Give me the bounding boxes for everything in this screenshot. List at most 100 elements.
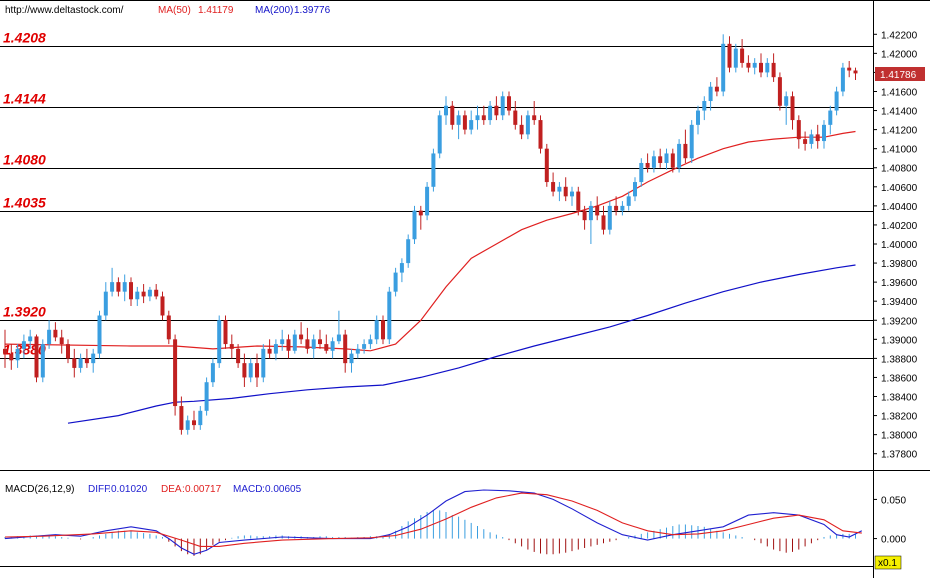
candle-body-82 (519, 124, 524, 135)
macd-lines (4, 489, 863, 555)
candle-body-55 (349, 353, 354, 364)
ma50-series (4, 130, 856, 352)
candle-body-50 (318, 339, 322, 345)
candle-body-97 (614, 205, 619, 211)
scale-badge-label: x0.1 (878, 558, 897, 569)
candle-body-33 (210, 363, 215, 383)
candle-body-41 (261, 348, 266, 378)
price-axis-label-17: 1.38800 (881, 354, 918, 365)
candle-body-77 (488, 105, 493, 121)
candle-body-96 (607, 205, 612, 230)
current-price-badge (875, 67, 925, 81)
candle-body-98 (620, 205, 625, 211)
price-axis-label-21: 1.38000 (881, 431, 918, 442)
macd-axis: 0.050 0.000 (873, 495, 906, 546)
ma50-value: 1.41179 (198, 5, 234, 16)
ma50-line (4, 130, 856, 352)
candle-body-23 (147, 289, 152, 297)
candle-body-75 (475, 115, 480, 121)
price-axis: 1.422001.420001.418001.416001.414001.412… (873, 30, 918, 461)
candle-body-16 (103, 291, 108, 316)
ma200-label: MA(200) (255, 5, 293, 16)
candle-body-120 (759, 62, 763, 73)
candle-body-116 (733, 48, 738, 68)
candle-body-1 (9, 353, 14, 361)
candle-body-24 (154, 289, 159, 297)
candle-body-132 (834, 91, 839, 111)
candle-body-115 (727, 43, 732, 68)
candle-body-42 (267, 348, 272, 354)
candle-body-19 (122, 282, 127, 292)
price-axis-label-10: 1.40200 (881, 221, 918, 232)
candle-body-95 (601, 215, 606, 230)
ma200-line (67, 264, 856, 424)
price-axis-label-1: 1.42000 (881, 49, 918, 60)
candle-body-52 (330, 341, 335, 351)
candle-body-3 (21, 341, 26, 349)
candle-body-25 (160, 296, 165, 316)
level-label-0: 1.4208 (3, 30, 46, 46)
candle-body-108 (683, 143, 688, 159)
candle-body-48 (305, 339, 310, 349)
candle-body-7 (47, 329, 52, 345)
candle-body-17 (110, 282, 115, 292)
candle-body-71 (450, 105, 455, 125)
candle-body-47 (299, 334, 304, 340)
candle-body-63 (399, 263, 404, 273)
price-axis-label-9: 1.40400 (881, 202, 918, 213)
candle-body-22 (141, 291, 146, 297)
price-axis-label-15: 1.39200 (881, 316, 918, 327)
candle-body-134 (847, 67, 852, 71)
candle-body-45 (286, 339, 291, 351)
candle-body-87 (551, 182, 556, 192)
candle-body-102 (645, 162, 650, 168)
candle-body-36 (229, 344, 234, 349)
candle-body-99 (626, 196, 631, 206)
candle-body-31 (198, 410, 203, 426)
candle-body-110 (696, 110, 700, 125)
candle-body-46 (292, 334, 297, 351)
price-axis-label-4: 1.41400 (881, 107, 918, 118)
candle-body-73 (462, 115, 467, 130)
current-price-label: 1.41786 (880, 70, 917, 81)
candle-body-107 (677, 143, 682, 168)
candle-body-8 (53, 329, 58, 338)
macd-title: MACD(26,12,9) (5, 484, 74, 495)
level-label-2: 1.4080 (3, 152, 46, 168)
macd-hist-label: MACD (233, 484, 262, 495)
candle-body-11 (72, 358, 77, 368)
candle-body-80 (507, 96, 511, 111)
candle-body-49 (311, 339, 316, 349)
price-axis-label-0: 1.42200 (881, 30, 918, 41)
candle-body-64 (406, 239, 411, 264)
candle-body-91 (576, 191, 581, 211)
price-axis-label-3: 1.41600 (881, 87, 918, 98)
candle-body-30 (192, 420, 196, 426)
candle-body-38 (242, 363, 247, 378)
candle-body-34 (217, 320, 222, 364)
price-axis-label-19: 1.38400 (881, 393, 918, 404)
candle-body-88 (557, 186, 562, 192)
candle-body-66 (418, 210, 423, 216)
candle-body-84 (532, 115, 537, 121)
candlesticks (3, 34, 858, 435)
candle-body-100 (633, 182, 637, 197)
candle-body-72 (456, 115, 461, 125)
price-axis-label-5: 1.41200 (881, 126, 918, 137)
candle-body-43 (273, 344, 278, 354)
candle-body-5 (34, 336, 39, 378)
ma50-label: MA(50) (158, 5, 191, 16)
candle-body-32 (204, 382, 209, 411)
candle-body-37 (236, 348, 241, 364)
level-label-3: 1.4035 (3, 195, 46, 211)
candle-body-131 (828, 110, 833, 125)
price-axis-label-14: 1.39400 (881, 297, 918, 308)
candle-body-114 (721, 43, 726, 92)
candle-body-90 (570, 191, 574, 197)
candle-body-123 (777, 77, 782, 106)
candle-body-135 (853, 70, 858, 74)
candle-body-117 (740, 48, 745, 63)
candle-body-133 (840, 67, 845, 92)
